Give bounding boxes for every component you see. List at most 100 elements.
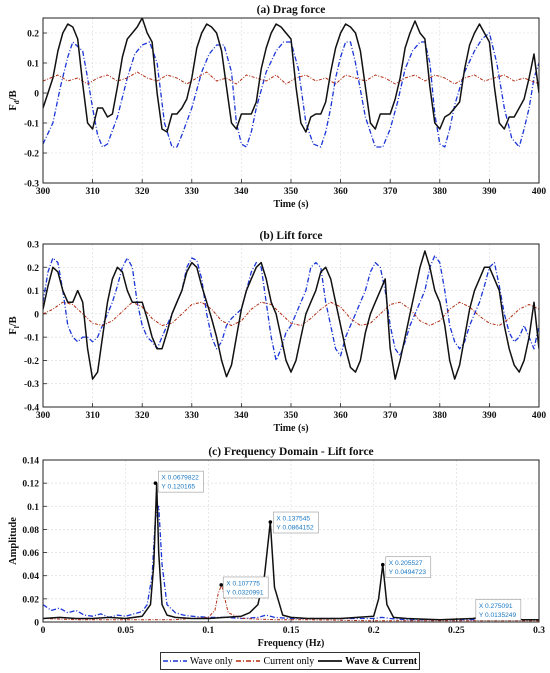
- datatip-y-text: Y 0.0494723: [389, 569, 427, 576]
- x-tick-label: 350: [284, 187, 299, 197]
- y-tick-label: 0.1: [27, 503, 39, 513]
- y-tick-label: 0.2: [27, 30, 39, 40]
- x-tick-label: 0.1: [202, 626, 214, 636]
- y-tick-label: 0: [34, 310, 39, 320]
- x-tick-label: 350: [284, 411, 299, 421]
- y-tick-label: -0.3: [24, 380, 39, 390]
- x-tick-label: 380: [433, 411, 448, 421]
- y-tick-label: 0.06: [22, 549, 39, 559]
- legend-item-current-only: Current only: [236, 656, 314, 667]
- datatip-y-text: Y 0.0320991: [226, 589, 264, 596]
- y-tick-label: 0.04: [22, 572, 39, 582]
- x-axis-label: Frequency (Hz): [258, 638, 325, 649]
- datatip-marker: [380, 562, 385, 567]
- x-tick-label: 340: [234, 411, 249, 421]
- y-tick-label: -0.2: [24, 150, 39, 160]
- datatip: X 0.137545 Y 0.0864152: [273, 511, 319, 534]
- y-axis-label: Fl/B: [8, 316, 21, 334]
- y-tick-label: 0.2: [27, 264, 39, 274]
- y-tick-label: -0.4: [24, 404, 39, 414]
- legend-swatch-wave-only: [162, 660, 187, 662]
- datatip-marker: [268, 520, 273, 524]
- x-tick-label: 340: [234, 187, 249, 197]
- x-tick-label: 400: [532, 187, 547, 197]
- datatip-box: [385, 556, 432, 579]
- x-tick-label: 0: [41, 626, 46, 636]
- datatip: X 0.275091 Y 0.0135249: [475, 599, 522, 621]
- x-axis-label: Time (s): [273, 423, 308, 434]
- y-axis-label: Amplitude: [8, 517, 19, 565]
- y-tick-label: 0.14: [22, 457, 39, 467]
- x-tick-label: 300: [36, 411, 51, 421]
- panel-title: (b) Lift force: [259, 230, 322, 242]
- datatip-y-text: Y 0.0864152: [276, 525, 314, 532]
- series-line-current-only: [43, 71, 539, 85]
- legend: Wave only Current only Wave & Current: [160, 652, 420, 670]
- panel-1: 300 310 320 330 340 350 360 370 380 390 400 -0.3 -0.…: [8, 4, 546, 210]
- x-tick-label: 310: [85, 411, 100, 421]
- x-axis-label: Time (s): [273, 199, 308, 210]
- x-tick-label: 360: [333, 187, 348, 197]
- y-tick-label: 0.1: [27, 287, 39, 297]
- series-line-current-only: [43, 301, 539, 326]
- datatip: X 0.205527 Y 0.0494723: [385, 556, 432, 579]
- x-tick-label: 300: [36, 187, 51, 197]
- panel-3: 0 0.05 0.1 0.15 0.2 0.25 0.3 0 0.02 0.04 0.06 0.08 0…: [8, 446, 545, 649]
- y-tick-label: 0.1: [27, 60, 39, 70]
- y-tick-label: -0.1: [24, 120, 39, 130]
- y-axis-label: Fd/B: [8, 90, 21, 110]
- x-tick-label: 330: [185, 411, 200, 421]
- x-tick-label: 330: [185, 187, 200, 197]
- x-tick-label: 390: [482, 411, 497, 421]
- axes-frame: [42, 459, 540, 623]
- x-tick-label: 380: [433, 187, 448, 197]
- datatip-box: [158, 470, 204, 493]
- panel-title: (a) Drag force: [257, 4, 326, 16]
- x-tick-label: 370: [383, 187, 398, 197]
- datatip-y-text: Y 0.0135249: [479, 612, 517, 619]
- legend-swatch-current-only: [236, 660, 261, 662]
- datatip-marker: [219, 583, 224, 587]
- x-tick-label: 390: [482, 187, 497, 197]
- series-line-current-only: [43, 584, 539, 622]
- x-tick-label: 0.3: [533, 626, 545, 636]
- axes-frame: [42, 243, 540, 408]
- legend-item-wave-only: Wave only: [162, 655, 233, 667]
- datatip-box: [475, 599, 522, 621]
- y-tick-label: -0.2: [24, 357, 39, 367]
- datatip-box: [273, 511, 319, 534]
- series-line-wave-current: [43, 18, 539, 133]
- series-line-wave-only: [43, 254, 539, 362]
- panel-title: (c) Frequency Domain - Lift force: [208, 446, 373, 458]
- datatip-box: [222, 576, 269, 599]
- datatip-x-text: X 0.0679822: [161, 475, 199, 482]
- x-tick-label: 360: [333, 411, 348, 421]
- legend-label-wave-only: Wave only: [189, 655, 233, 667]
- legend-swatch-wave-current: [318, 660, 343, 662]
- x-tick-label: 320: [135, 187, 150, 197]
- datatip-x-text: X 0.275091: [479, 603, 513, 610]
- legend-label-wave-current: Wave & Current: [345, 655, 418, 667]
- panel-2: 300 310 320 330 340 350 360 370 380 390 400 -0.4 -0.…: [8, 230, 546, 434]
- series-line-wave-current: [43, 250, 539, 380]
- datatip-y-text: Y 0.120165: [161, 484, 195, 491]
- y-tick-label: 0: [34, 90, 39, 100]
- x-tick-label: 320: [135, 411, 150, 421]
- y-tick-label: 0.02: [22, 595, 39, 605]
- y-tick-label: -0.1: [24, 334, 39, 344]
- x-tick-label: 310: [85, 187, 100, 197]
- datatip-x-text: X 0.107775: [226, 580, 260, 587]
- x-tick-label: 370: [383, 411, 398, 421]
- datatip: X 0.0679822 Y 0.120165: [158, 470, 204, 493]
- y-tick-label: 0.3: [27, 241, 39, 251]
- y-tick-label: 0.12: [22, 480, 39, 490]
- x-tick-label: 0.15: [283, 626, 300, 636]
- x-tick-label: 0.25: [448, 626, 465, 636]
- y-tick-label: -0.3: [24, 180, 39, 190]
- axes-frame: [42, 17, 540, 184]
- x-tick-label: 400: [532, 411, 547, 421]
- legend-label-current-only: Current only: [263, 655, 315, 667]
- datatip-marker: [153, 481, 158, 485]
- x-tick-label: 0.05: [117, 626, 134, 636]
